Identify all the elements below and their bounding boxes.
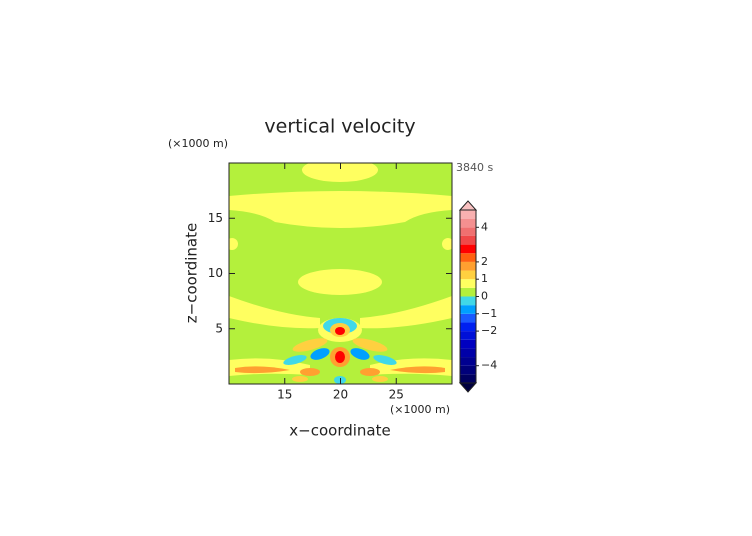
colorbar-cell <box>460 365 476 375</box>
colorbar-cell <box>460 305 476 314</box>
colorbar-cell <box>460 244 476 254</box>
y-axis-label: z−coordinate <box>183 223 201 323</box>
colorbar-cell <box>460 339 476 349</box>
colorbar-tick-label: −2 <box>481 324 497 337</box>
x-tick-label: 20 <box>333 388 348 402</box>
colorbar-cell <box>460 235 476 245</box>
colorbar-tick-label: 4 <box>481 220 488 233</box>
colorbar-cell <box>460 279 476 288</box>
colorbar-over <box>458 200 478 211</box>
colorbar-tick-label: 1 <box>481 272 488 285</box>
x-unit: (×1000 m) <box>390 403 450 416</box>
colorbar-cell <box>460 210 476 219</box>
colorbar-cell <box>460 227 476 236</box>
x-tick-label: 25 <box>389 388 404 402</box>
colorbar-tick-label: −1 <box>481 307 497 320</box>
colorbar-tick-label: −4 <box>481 359 497 372</box>
colorbar-tick-label: 2 <box>481 255 488 268</box>
colorbar-cell <box>460 218 476 228</box>
colorbar-cell <box>460 296 476 306</box>
y-tick-label: 5 <box>215 321 223 335</box>
x-axis-label: x−coordinate <box>289 422 390 440</box>
colorbar-cell <box>460 374 476 383</box>
colorbar-cell <box>460 261 476 271</box>
colorbar-cell <box>460 313 476 323</box>
colorbar-cell <box>460 322 476 332</box>
colorbar-cell <box>460 287 476 297</box>
colorbar-tick-label: 0 <box>481 290 488 303</box>
colorbar-cell <box>460 348 476 358</box>
y-unit: (×1000 m) <box>168 137 228 150</box>
chart-title: vertical velocity <box>264 116 415 138</box>
y-tick-label: 15 <box>208 211 223 225</box>
colorbar-cell <box>460 253 476 262</box>
y-tick-label: 10 <box>208 266 223 280</box>
colorbar-cell <box>460 270 476 280</box>
x-tick-label: 15 <box>277 388 292 402</box>
contour-shapes <box>229 163 452 384</box>
colorbar-cell <box>460 331 476 340</box>
colorbar-under <box>458 382 478 393</box>
contour-field <box>228 162 453 385</box>
time-label: 3840 s <box>456 161 493 174</box>
colorbar-cell <box>460 357 476 366</box>
